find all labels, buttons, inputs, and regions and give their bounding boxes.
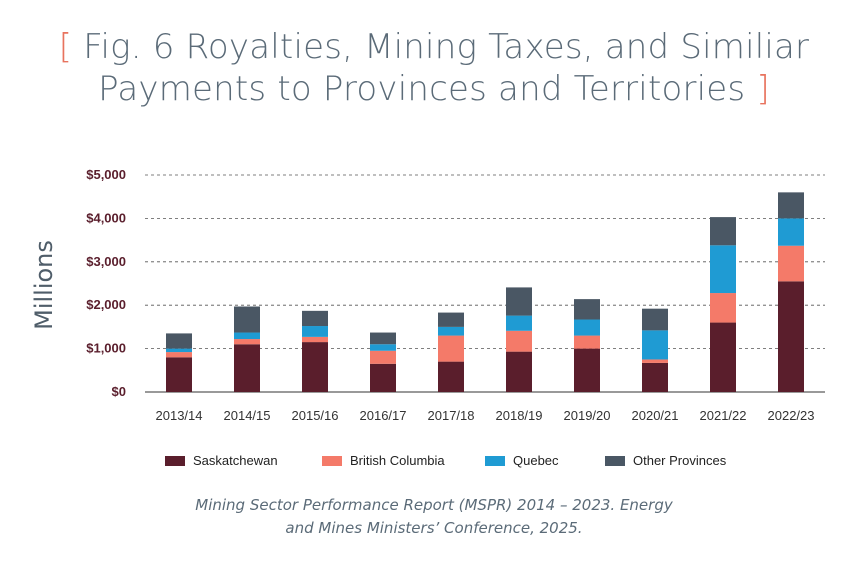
x-tick-label: 2016/17 bbox=[360, 408, 407, 423]
bar-segment-british-columbia bbox=[574, 335, 600, 349]
bar-segment-british-columbia bbox=[370, 350, 396, 364]
y-tick-label: $3,000 bbox=[86, 254, 126, 269]
source-note: Mining Sector Performance Report (MSPR) … bbox=[0, 494, 868, 540]
bar-segment-british-columbia bbox=[302, 336, 328, 343]
title-text-1: Fig. 6 Royalties, Mining Taxes, and Simi… bbox=[83, 27, 810, 67]
y-tick-label: $1,000 bbox=[86, 341, 126, 356]
stacked-bar-chart: $0 $1,000 $2,000 $3,000 $4,000 $5,000 2013/14 2… bbox=[86, 167, 825, 423]
title-open-bracket: [ bbox=[58, 27, 73, 67]
x-tick-label: 2018/19 bbox=[496, 408, 543, 423]
bar-segment-other-provinces bbox=[438, 312, 464, 327]
chart-legend: Saskatchewan British Columbia Quebec Other … bbox=[165, 453, 785, 473]
y-tick-label: $0 bbox=[112, 384, 126, 399]
bar-segment-british-columbia bbox=[642, 359, 668, 363]
bar-segment-other-provinces bbox=[710, 217, 736, 246]
bar-segment-saskatchewan bbox=[778, 281, 804, 392]
legend-label: British Columbia bbox=[350, 453, 445, 468]
source-line-1: Mining Sector Performance Report (MSPR) … bbox=[195, 496, 673, 514]
y-tick-label: $2,000 bbox=[86, 297, 126, 312]
bar-segment-british-columbia bbox=[438, 335, 464, 362]
x-tick-label: 2013/14 bbox=[156, 408, 203, 423]
bar-segment-british-columbia bbox=[710, 293, 736, 323]
y-tick-label: $4,000 bbox=[86, 210, 126, 225]
bar-segment-british-columbia bbox=[778, 245, 804, 282]
bar-segment-other-provinces bbox=[234, 306, 260, 333]
legend-item: Other Provinces bbox=[605, 453, 726, 468]
bar-segment-quebec bbox=[370, 344, 396, 351]
legend-swatch bbox=[485, 455, 505, 466]
bar-segment-quebec bbox=[642, 330, 668, 360]
bar-segment-quebec bbox=[506, 315, 532, 331]
bar-segment-other-provinces bbox=[302, 310, 328, 327]
bar-segment-other-provinces bbox=[506, 287, 532, 316]
x-tick-label: 2020/21 bbox=[632, 408, 679, 423]
bar-segment-saskatchewan bbox=[506, 351, 532, 392]
bar-segment-quebec bbox=[302, 326, 328, 337]
bar-segment-saskatchewan bbox=[574, 348, 600, 392]
legend-label: Quebec bbox=[513, 453, 559, 468]
legend-item: Saskatchewan bbox=[165, 453, 278, 468]
bar-segment-saskatchewan bbox=[234, 344, 260, 392]
bar-segment-british-columbia bbox=[234, 339, 260, 345]
bar-segment-saskatchewan bbox=[302, 342, 328, 392]
x-tick-label: 2021/22 bbox=[700, 408, 747, 423]
bar-segment-quebec bbox=[234, 332, 260, 340]
x-tick-label: 2017/18 bbox=[428, 408, 475, 423]
bar-segment-quebec bbox=[574, 319, 600, 336]
bar-segment-quebec bbox=[710, 245, 736, 294]
x-tick-label: 2019/20 bbox=[564, 408, 611, 423]
chart-title: [ Fig. 6 Royalties, Mining Taxes, and Si… bbox=[0, 26, 868, 110]
bar-segment-quebec bbox=[778, 218, 804, 246]
x-tick-label: 2022/23 bbox=[768, 408, 815, 423]
bar-segment-saskatchewan bbox=[642, 362, 668, 392]
x-tick-label: 2014/15 bbox=[224, 408, 271, 423]
bar-segment-other-provinces bbox=[574, 299, 600, 320]
bar-segment-british-columbia bbox=[166, 352, 192, 358]
legend-swatch bbox=[165, 455, 185, 466]
chart-title-line-2: Payments to Provinces and Territories ] bbox=[0, 68, 868, 110]
legend-label: Other Provinces bbox=[633, 453, 727, 468]
bar-segment-saskatchewan bbox=[710, 322, 736, 392]
bar-segment-saskatchewan bbox=[166, 357, 192, 392]
legend-item: Quebec bbox=[485, 453, 559, 468]
source-line-2: and Mines Ministers’ Conference, 2025. bbox=[285, 519, 583, 537]
bar-segment-other-provinces bbox=[370, 332, 396, 345]
bar-segment-british-columbia bbox=[506, 330, 532, 352]
legend-item: British Columbia bbox=[322, 453, 445, 468]
bar-segment-other-provinces bbox=[778, 192, 804, 219]
legend-swatch bbox=[605, 455, 625, 466]
title-close-bracket: ] bbox=[756, 69, 770, 109]
bar-segment-other-provinces bbox=[166, 333, 192, 349]
bar-segment-saskatchewan bbox=[438, 361, 464, 392]
title-text-2: Payments to Provinces and Territories bbox=[98, 69, 746, 109]
bar-segment-other-provinces bbox=[642, 308, 668, 331]
bar-segment-quebec bbox=[438, 326, 464, 336]
legend-swatch bbox=[322, 455, 342, 466]
x-tick-label: 2015/16 bbox=[292, 408, 339, 423]
legend-label: Saskatchewan bbox=[193, 453, 278, 468]
y-tick-label: $5,000 bbox=[86, 167, 126, 182]
bar-segment-quebec bbox=[166, 348, 192, 353]
chart-title-line-1: [ Fig. 6 Royalties, Mining Taxes, and Si… bbox=[0, 26, 868, 68]
bar-segment-saskatchewan bbox=[370, 363, 396, 392]
